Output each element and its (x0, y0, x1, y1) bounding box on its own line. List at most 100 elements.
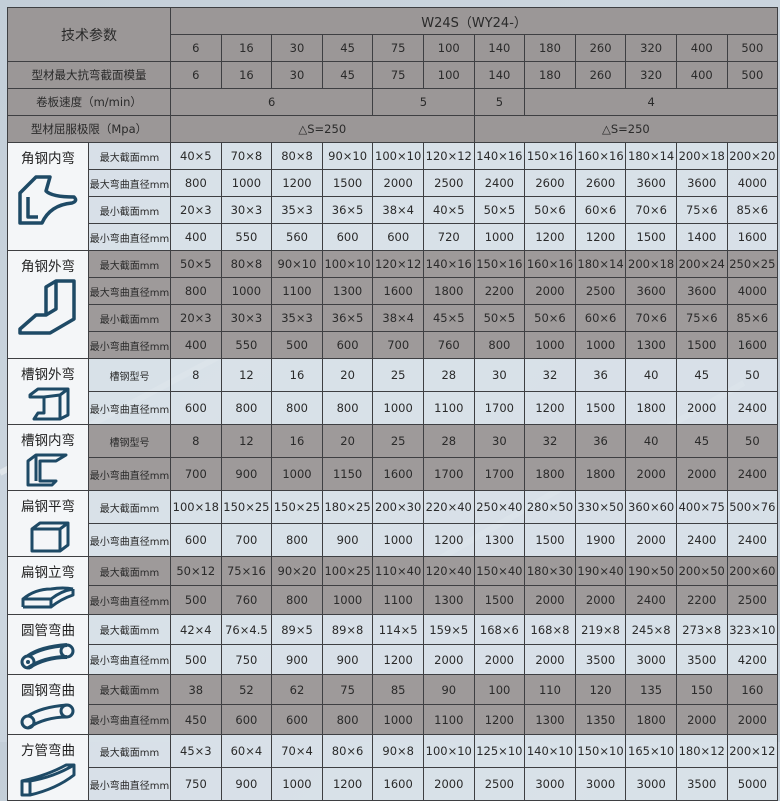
spec-value: 20×3 (170, 304, 222, 332)
spec-value: 200×24 (675, 250, 728, 278)
parameter-label: 最大截面mm (88, 674, 171, 705)
spec-value: 200×18 (675, 142, 728, 170)
spec-value: 120×40 (422, 556, 475, 586)
spec-value: 1000 (271, 457, 323, 491)
spec-value: 140×10 (524, 734, 576, 768)
parameter-label: 最小弯曲直径mm (88, 644, 171, 675)
group-name: 圆管弯曲 (21, 623, 75, 639)
spec-value: 1500 (524, 523, 576, 557)
spec-value: 3000 (625, 767, 677, 801)
spec-value: 360×60 (625, 490, 677, 524)
spec-value: 85×6 (726, 304, 779, 332)
spec-value: 400 (170, 223, 222, 251)
spec-value: 100×18 (170, 490, 222, 524)
spec-value: 3500 (675, 767, 728, 801)
model-number: 16 (220, 34, 273, 62)
spec-value: 20 (321, 424, 374, 458)
modulus-value: 100 (422, 61, 475, 89)
spec-value: 75×6 (675, 196, 728, 224)
spec-value: 190×40 (574, 556, 627, 586)
spec-value: 50×5 (473, 304, 526, 332)
group-name: 槽钢内弯 (21, 433, 75, 449)
yield-value: △S=250 (170, 115, 475, 143)
spec-value: 4000 (726, 169, 779, 197)
spec-value: 3000 (524, 767, 576, 801)
group-angle-outer-bend: 角钢外弯 (7, 250, 89, 359)
spec-value: 1800 (625, 391, 677, 425)
spec-value: 40 (625, 424, 677, 458)
spec-value: 1200 (574, 223, 627, 251)
spec-value: 20 (321, 358, 374, 392)
speed-value: 5 (473, 88, 526, 116)
spec-value: 85 (372, 674, 424, 705)
spec-value: 2000 (675, 704, 728, 735)
spec-value: 1700 (422, 457, 475, 491)
spec-value: 3600 (675, 277, 728, 305)
table-row: 型材最大抗弯截面模量 6 16 30 45 75 100 140 180 260 320 400 500 (7, 61, 779, 89)
table-row: 最小弯曲直径mm 600 700 800 900 1000 1200 1300 1500 1900… (8, 523, 779, 557)
spec-value: 2000 (524, 277, 576, 305)
spec-value: 1600 (372, 457, 424, 491)
spec-value: 2200 (473, 277, 526, 305)
parameter-label: 最小弯曲直径mm (88, 523, 171, 557)
angle-outer-bend-icon (9, 279, 88, 340)
spec-value: 75×6 (675, 304, 728, 332)
table-row: 槽钢外弯 槽钢型号 8 12 16 20 25 28 30 32 36 40 45 50 (7, 358, 779, 425)
spec-value: 2400 (726, 391, 779, 425)
parameter-label: 最小弯曲直径mm (88, 331, 171, 359)
table-row: 最小弯曲直径mm 400 550 500 600 700 760 800 1000 1000 130… (8, 331, 779, 359)
model-number: 100 (422, 34, 475, 62)
spec-value: 220×40 (422, 490, 475, 524)
spec-value: 90×10 (271, 250, 323, 278)
parameter-label: 最小截面mm (88, 304, 171, 332)
spec-value: 2000 (422, 767, 475, 801)
spec-value: 89×5 (271, 614, 323, 645)
spec-value: 190×50 (625, 556, 677, 586)
modulus-value: 75 (372, 61, 424, 89)
spec-value: 1000 (372, 523, 424, 557)
spec-value: 150×10 (574, 734, 627, 768)
spec-value: 1000 (524, 331, 576, 359)
spec-value: 800 (271, 585, 323, 615)
parameter-label: 最大截面mm (88, 556, 171, 586)
spec-value: 2400 (726, 457, 779, 491)
spec-value: 4000 (726, 277, 779, 305)
spec-value: 1800 (574, 457, 627, 491)
spec-value: 800 (473, 331, 526, 359)
parameter-label: 最小弯曲直径mm (88, 223, 171, 251)
spec-value: 150×16 (524, 142, 576, 170)
spec-value: 36 (574, 424, 627, 458)
round-tube-bend-icon (9, 643, 88, 674)
spec-value: 900 (220, 457, 273, 491)
spec-value: 45×5 (422, 304, 475, 332)
modulus-value: 16 (220, 61, 273, 89)
group-square-tube-bend: 方管弯曲 (7, 734, 89, 801)
spec-value: 114×5 (372, 614, 424, 645)
spec-value: 52 (220, 674, 273, 705)
group-name: 圆钢弯曲 (21, 683, 75, 699)
spec-value: 100×25 (321, 556, 374, 586)
spec-value: 36 (574, 358, 627, 392)
row-label-yield: 型材屈服极限（Mpa） (7, 115, 171, 143)
spec-value: 800 (170, 277, 222, 305)
speed-value: 4 (524, 88, 779, 116)
spec-value: 450 (170, 704, 222, 735)
modulus-value: 140 (473, 61, 526, 89)
spec-value: 200×50 (675, 556, 728, 586)
table-row: 技术参数 W24S（WY24-） (7, 7, 779, 62)
spec-value: 600 (321, 331, 374, 359)
table-row: 方管弯曲 最大截面mm 45×3 60×4 70×4 80×6 90×8 100×10 125×… (7, 734, 779, 801)
group-name: 槽钢外弯 (21, 367, 75, 383)
group-channel-outer-bend: 槽钢外弯 (7, 358, 89, 425)
spec-value: 1500 (473, 585, 526, 615)
spec-value: 135 (625, 674, 677, 705)
spec-value: 2000 (675, 391, 728, 425)
spec-value: 110×40 (372, 556, 424, 586)
parameter-label: 最小弯曲直径mm (88, 585, 171, 615)
spec-value: 28 (422, 358, 475, 392)
model-series-header: W24S（WY24-） (169, 7, 779, 35)
spec-value: 50×12 (170, 556, 222, 586)
spec-value: 1700 (473, 391, 526, 425)
spec-value: 1000 (220, 169, 273, 197)
group-name: 扁钢立弯 (21, 565, 75, 581)
